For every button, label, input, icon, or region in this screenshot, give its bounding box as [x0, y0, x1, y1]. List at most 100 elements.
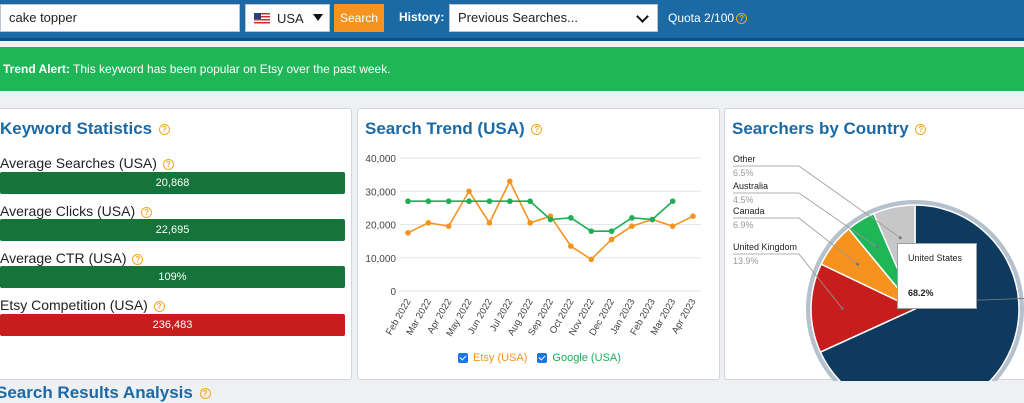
tooltip-percentage: 68.2%	[908, 288, 934, 298]
alert-prefix: Trend Alert:	[3, 62, 70, 76]
data-point[interactable]	[669, 198, 676, 205]
legend-item-google[interactable]: Google (USA)	[537, 352, 621, 364]
pie-slice[interactable]	[810, 263, 917, 354]
caret-down-icon	[313, 14, 323, 21]
data-point[interactable]	[466, 188, 472, 195]
data-point[interactable]	[445, 223, 452, 229]
data-point[interactable]	[527, 198, 533, 205]
help-icon[interactable]: ?	[132, 253, 144, 265]
pie-leader-dot	[856, 262, 860, 266]
stat-bar-average-clicks: 22,695	[0, 219, 345, 241]
data-point[interactable]	[608, 228, 615, 234]
data-point[interactable]	[568, 243, 574, 249]
help-icon[interactable]: ?	[158, 124, 170, 136]
search-button[interactable]: Search	[334, 4, 384, 32]
data-point[interactable]	[425, 198, 432, 205]
pie-label: Other	[733, 154, 756, 164]
pie-label-pct: 4.5%	[733, 195, 754, 205]
search-results-analysis-title: Search Results Analysis ?	[0, 383, 211, 403]
help-icon[interactable]: ?	[199, 388, 211, 400]
stat-label-text: Average Searches (USA)	[0, 155, 157, 171]
panel-title: Searchers by Country ?	[732, 119, 927, 139]
y-tick-label: 20,000	[365, 221, 396, 232]
data-point[interactable]	[506, 198, 513, 205]
legend-etsy-label: Etsy (USA)	[473, 352, 528, 364]
checkbox-icon[interactable]	[537, 353, 548, 364]
pie-label-pct: 6.9%	[733, 220, 754, 230]
data-point[interactable]	[547, 216, 554, 223]
pie-leader-line	[733, 192, 878, 248]
data-point[interactable]	[405, 230, 411, 236]
stat-bar-average-ctr: 109%	[0, 266, 345, 288]
pie-leader-dot	[898, 236, 902, 240]
help-icon[interactable]: ?	[162, 158, 174, 170]
data-point[interactable]	[466, 198, 472, 205]
chart-legend: Etsy (USA) Google (USA)	[458, 352, 621, 364]
pie-label: United Kingdom	[733, 242, 797, 252]
country-pie-chart: Other 6.5% Australia 4.5%Canada 6.9% United K…	[733, 154, 1024, 381]
stat-label: Average Searches (USA) ?	[0, 155, 174, 171]
data-point[interactable]	[690, 213, 696, 219]
pie-label-pct: 13.9%	[733, 256, 759, 266]
data-point[interactable]	[588, 256, 595, 263]
top-search-bar: cake topper USA Search History: Previous…	[0, 0, 1024, 41]
quota-indicator: Quota 2/100?	[668, 11, 748, 25]
pie-label-pct: 6.5%	[733, 168, 754, 178]
y-tick-label: 40,000	[365, 154, 396, 165]
pie-leader-line	[733, 253, 843, 309]
help-icon[interactable]: ?	[141, 206, 153, 218]
us-flag-icon	[254, 12, 270, 24]
history-label: History:	[399, 10, 445, 24]
stat-label: Average CTR (USA) ?	[0, 250, 144, 266]
pie-leader-line	[733, 217, 858, 265]
data-point[interactable]	[425, 220, 432, 226]
data-point[interactable]	[445, 198, 452, 205]
trend-alert-banner: Trend Alert: This keyword has been popul…	[0, 47, 1024, 91]
data-point[interactable]	[669, 223, 676, 229]
tooltip-country: United States	[908, 253, 963, 263]
help-icon[interactable]: ?	[531, 124, 543, 136]
y-tick-label: 10,000	[365, 254, 396, 265]
stat-label-text: Average CTR (USA)	[0, 250, 127, 266]
country-select[interactable]: USA	[245, 4, 330, 32]
pie-tooltip: United States 68.2%	[897, 243, 977, 309]
data-point[interactable]	[486, 198, 493, 205]
search-trend-panel: Search Trend (USA) ? 0 10,000 20,000 30,000…	[357, 108, 720, 380]
help-icon[interactable]: ?	[153, 300, 165, 312]
country-select-value: USA	[277, 10, 304, 26]
data-point[interactable]	[588, 228, 595, 234]
data-point[interactable]	[486, 220, 493, 226]
alert-message: This keyword has been popular on Etsy ov…	[73, 62, 391, 76]
searchers-by-country-title: Searchers by Country	[732, 119, 909, 138]
data-point[interactable]	[527, 220, 533, 226]
data-point[interactable]	[649, 216, 656, 223]
data-point[interactable]	[506, 178, 513, 185]
checkbox-icon[interactable]	[458, 353, 468, 364]
data-point[interactable]	[629, 223, 635, 229]
stat-label: Average Clicks (USA) ?	[0, 203, 153, 219]
chevron-down-icon	[636, 10, 649, 23]
keyword-statistics-panel: Keyword Statistics ? Average Searches (U…	[0, 108, 352, 380]
help-icon[interactable]: ?	[915, 124, 927, 136]
keyword-input[interactable]: cake topper	[0, 4, 240, 32]
pie-leader-line	[733, 165, 901, 239]
help-icon[interactable]: ?	[736, 13, 748, 25]
data-point[interactable]	[405, 198, 411, 205]
data-point[interactable]	[608, 236, 615, 243]
search-trend-title: Search Trend (USA)	[365, 119, 525, 138]
stat-label: Etsy Competition (USA) ?	[0, 297, 165, 313]
data-point[interactable]	[568, 215, 574, 221]
bottom-title-text: Search Results Analysis	[0, 383, 193, 402]
legend-item-etsy[interactable]: Etsy (USA)	[458, 352, 527, 364]
history-select-value: Previous Searches...	[458, 10, 578, 25]
panel-title: Search Trend (USA) ?	[365, 119, 543, 139]
stat-bar-average-searches: 20,868	[0, 172, 345, 194]
history-select[interactable]: Previous Searches...	[449, 4, 658, 32]
pie-leader-dot	[840, 306, 844, 310]
stat-label-text: Average Clicks (USA)	[0, 203, 136, 219]
y-tick-label: 0	[390, 287, 396, 298]
keyword-statistics-title: Keyword Statistics	[0, 119, 153, 138]
data-point[interactable]	[629, 215, 635, 221]
legend-google-label: Google (USA)	[552, 352, 621, 364]
